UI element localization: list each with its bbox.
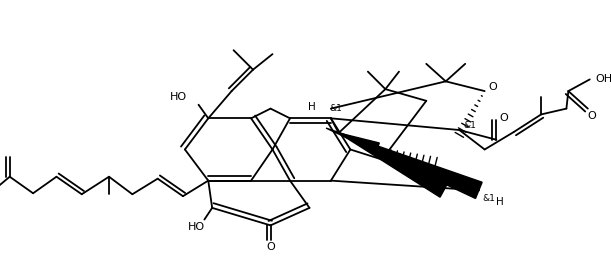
Text: H: H xyxy=(308,102,319,112)
Polygon shape xyxy=(338,133,447,197)
Text: &1: &1 xyxy=(463,121,476,130)
Text: O: O xyxy=(587,111,596,121)
Text: HO: HO xyxy=(188,222,205,232)
Polygon shape xyxy=(326,128,482,198)
Text: &1: &1 xyxy=(483,194,496,203)
Polygon shape xyxy=(338,133,379,152)
Text: O: O xyxy=(266,242,275,252)
Text: H: H xyxy=(496,197,504,207)
Text: OH: OH xyxy=(596,74,611,84)
Text: HO: HO xyxy=(170,92,187,102)
Text: O: O xyxy=(488,82,497,92)
Text: O: O xyxy=(500,113,508,123)
Text: &1: &1 xyxy=(329,104,342,113)
